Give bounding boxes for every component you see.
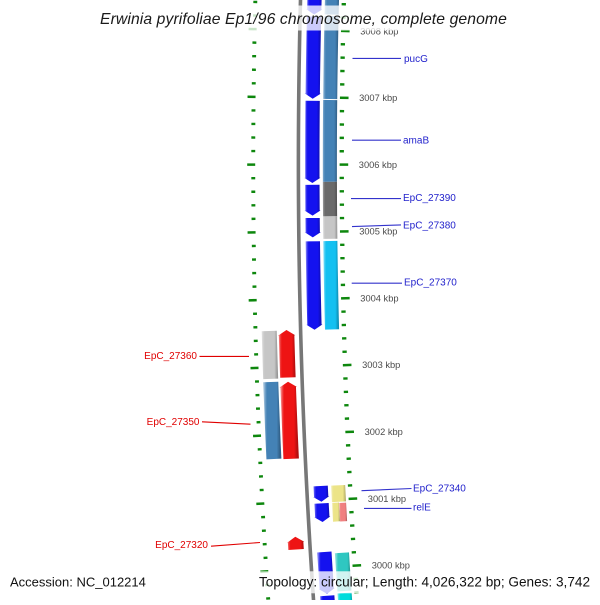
svg-text:3000 kbp: 3000 kbp — [372, 561, 410, 571]
svg-text:Erwinia pyrifoliae Ep1/96 chro: Erwinia pyrifoliae Ep1/96 chromosome, co… — [100, 11, 507, 28]
svg-text:EpC_27360: EpC_27360 — [144, 351, 197, 362]
svg-text:pucG: pucG — [404, 54, 428, 65]
svg-text:3005 kbp: 3005 kbp — [359, 227, 397, 237]
svg-text:EpC_27340: EpC_27340 — [413, 483, 466, 494]
svg-text:EpC_27370: EpC_27370 — [404, 278, 457, 289]
svg-text:3004 kbp: 3004 kbp — [360, 294, 398, 304]
svg-text:Accession: NC_012214: Accession: NC_012214 — [10, 575, 146, 590]
svg-text:3001 kbp: 3001 kbp — [368, 494, 406, 504]
svg-text:EpC_27390: EpC_27390 — [403, 193, 456, 204]
svg-text:Topology: circular; Length: 4,: Topology: circular; Length: 4,026,322 bp… — [259, 575, 590, 590]
svg-text:3006 kbp: 3006 kbp — [359, 160, 397, 170]
svg-text:EpC_27320: EpC_27320 — [155, 540, 208, 551]
svg-text:3003 kbp: 3003 kbp — [362, 360, 400, 370]
svg-text:3007 kbp: 3007 kbp — [359, 93, 397, 103]
svg-text:amaB: amaB — [403, 135, 429, 146]
svg-text:EpC_27380: EpC_27380 — [403, 221, 456, 232]
svg-text:3002 kbp: 3002 kbp — [365, 427, 403, 437]
svg-text:EpC_27350: EpC_27350 — [147, 417, 200, 428]
svg-text:relE: relE — [413, 502, 431, 513]
